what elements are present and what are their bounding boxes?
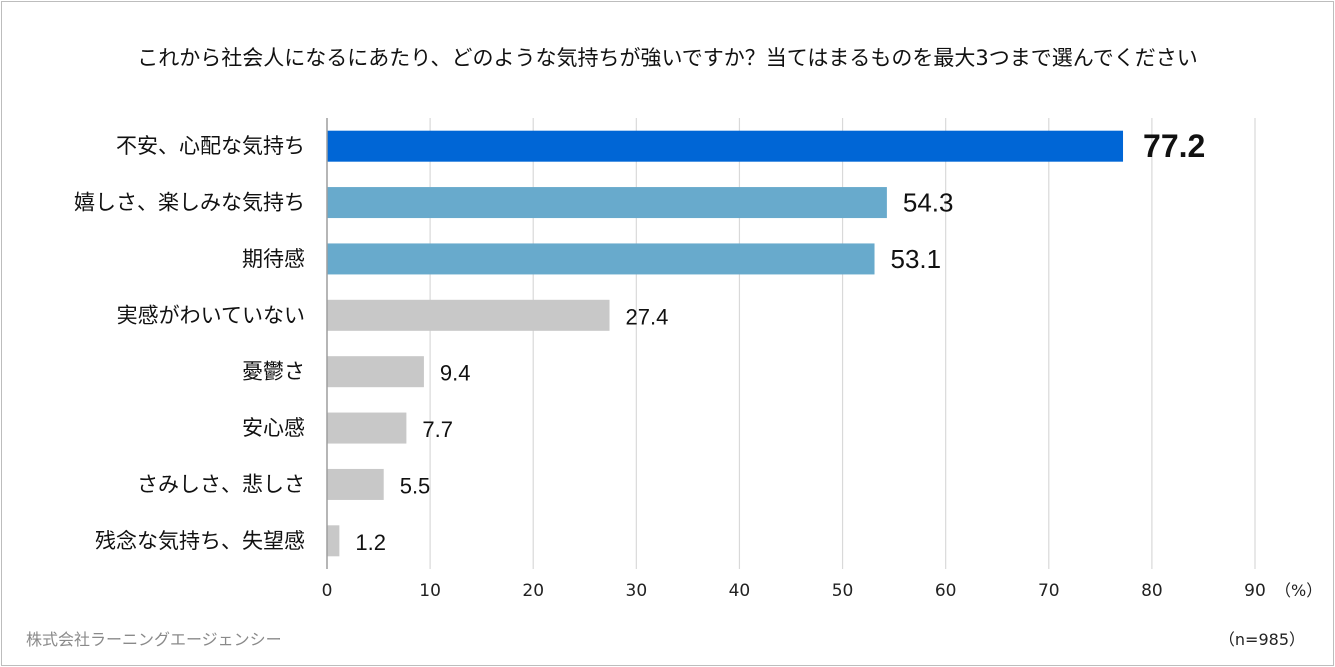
- x-tick-label: 70: [1038, 581, 1060, 601]
- x-unit-label: （%）: [1275, 581, 1322, 600]
- data-label: 5.5: [400, 473, 431, 498]
- category-label: 期待感: [242, 247, 305, 271]
- category-label: さみしさ、悲しさ: [137, 472, 305, 496]
- source-credit: 株式会社ラーニングエージェンシー: [26, 630, 282, 649]
- bar: [327, 299, 610, 331]
- x-tick-label: 10: [419, 581, 441, 601]
- category-label: 不安、心配な気持ち: [116, 134, 305, 158]
- category-label: 実感がわいていない: [117, 303, 305, 327]
- bar: [327, 412, 407, 444]
- chart-title-text: これから社会人になるにあたり、どのような気持ちが強いですか？当てはまるものを最大…: [137, 46, 1198, 70]
- x-tick-label: 80: [1141, 581, 1163, 601]
- data-label: 53.1: [891, 244, 942, 274]
- sample-size: （n=985）: [1218, 630, 1305, 649]
- data-label: 7.7: [422, 417, 453, 442]
- x-tick-label: 0: [322, 581, 333, 601]
- data-label: 54.3: [903, 188, 954, 218]
- data-label: 27.4: [626, 304, 669, 329]
- bar: [327, 356, 424, 388]
- category-label: 安心感: [242, 416, 305, 440]
- data-label: 1.2: [355, 530, 386, 555]
- bar: [327, 468, 384, 500]
- x-tick-label: 40: [729, 581, 751, 601]
- category-label: 憂鬱さ: [242, 360, 305, 384]
- bar: [327, 130, 1124, 162]
- chart-title: これから社会人になるにあたり、どのような気持ちが強いですか？当てはまるものを最大…: [0, 42, 1335, 72]
- category-label: 嬉しさ、楽しみな気持ち: [74, 191, 305, 215]
- bar: [327, 187, 887, 219]
- data-label: 77.2: [1143, 128, 1205, 164]
- bar: [327, 525, 340, 557]
- category-label: 残念な気持ち、失望感: [95, 529, 305, 553]
- x-tick-label: 20: [522, 581, 544, 601]
- x-tick-label: 90: [1244, 581, 1266, 601]
- x-tick-label: 50: [832, 581, 854, 601]
- data-label: 9.4: [440, 361, 471, 386]
- x-tick-label: 30: [626, 581, 648, 601]
- bar: [327, 243, 875, 275]
- x-tick-label: 60: [935, 581, 957, 601]
